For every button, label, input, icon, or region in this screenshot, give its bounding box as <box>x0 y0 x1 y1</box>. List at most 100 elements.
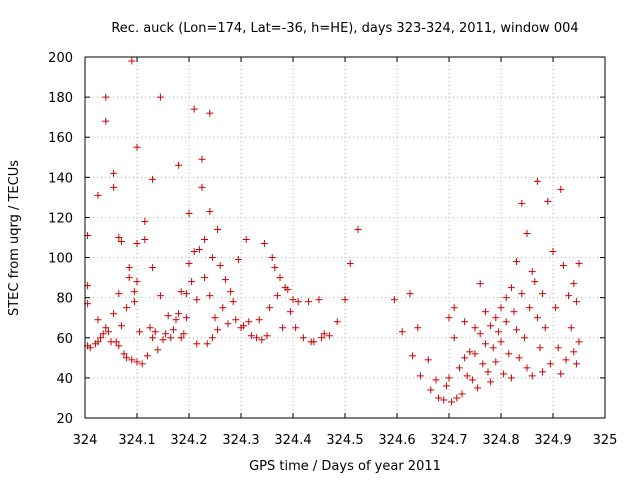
data-point <box>520 334 528 342</box>
data-point <box>159 336 167 344</box>
data-point <box>182 314 190 322</box>
data-point <box>450 304 458 312</box>
data-point <box>305 298 313 306</box>
data-point <box>175 161 183 169</box>
data-point <box>117 238 125 246</box>
data-point <box>500 370 508 378</box>
data-point <box>518 290 526 298</box>
data-point <box>536 344 544 352</box>
data-point <box>175 310 183 318</box>
data-point <box>333 318 341 326</box>
data-point <box>390 296 398 304</box>
data-point <box>242 236 250 244</box>
data-point <box>125 264 133 272</box>
data-point <box>172 316 180 324</box>
data-point <box>409 352 417 360</box>
data-point <box>112 338 120 346</box>
data-point <box>533 177 541 185</box>
data-point <box>544 197 552 205</box>
data-point <box>120 350 128 358</box>
grid-lines <box>85 57 605 418</box>
data-point <box>513 258 521 266</box>
data-point <box>523 364 531 372</box>
data-point <box>432 376 440 384</box>
data-point <box>398 328 406 336</box>
x-tick-label: 324.7 <box>430 433 467 448</box>
data-point <box>234 256 242 264</box>
data-point <box>474 384 482 392</box>
data-point <box>266 304 274 312</box>
data-point <box>539 290 547 298</box>
data-point <box>104 328 112 336</box>
y-tick-label: 180 <box>48 91 73 106</box>
data-point <box>528 372 536 380</box>
data-point <box>442 382 450 390</box>
data-point <box>123 354 131 362</box>
data-point <box>94 338 102 346</box>
data-point <box>318 334 326 342</box>
data-point <box>572 360 580 368</box>
data-point <box>115 342 123 350</box>
axis-ticks: 324 324.1 324.2 324.3 324.4 324.5 324.6 324.7 32… <box>48 51 617 448</box>
data-point <box>102 93 110 101</box>
data-point <box>554 344 562 352</box>
data-point <box>136 328 144 336</box>
data-point <box>143 352 151 360</box>
data-point <box>497 338 505 346</box>
data-point <box>245 318 253 326</box>
data-point <box>471 324 479 332</box>
data-point <box>505 350 513 358</box>
data-point <box>346 260 354 268</box>
x-tick-label: 324.5 <box>326 433 363 448</box>
data-point <box>198 183 206 191</box>
data-point <box>481 340 489 348</box>
x-tick-label: 325 <box>593 433 618 448</box>
data-point <box>149 334 157 342</box>
y-tick-label: 20 <box>56 412 73 427</box>
data-point <box>448 398 456 406</box>
y-tick-label: 120 <box>48 211 73 226</box>
data-point <box>310 338 318 346</box>
data-point <box>195 246 203 254</box>
data-point <box>110 183 118 191</box>
x-tick-label: 324.1 <box>118 433 155 448</box>
data-point <box>463 372 471 380</box>
data-point <box>208 334 216 342</box>
x-tick-label: 324.6 <box>378 433 415 448</box>
data-point <box>565 292 573 300</box>
data-point <box>572 298 580 306</box>
data-point <box>115 290 123 298</box>
x-tick-label: 324 <box>73 433 98 448</box>
data-point <box>575 338 583 346</box>
data-point <box>487 378 495 386</box>
data-point <box>279 324 287 332</box>
data-point <box>224 320 232 328</box>
data-point <box>414 324 422 332</box>
data-point <box>416 372 424 380</box>
y-tick-label: 160 <box>48 131 73 146</box>
y-tick-label: 140 <box>48 171 73 186</box>
data-point <box>479 360 487 368</box>
data-point <box>133 143 141 151</box>
data-point <box>162 330 170 338</box>
data-point <box>130 298 138 306</box>
data-point <box>489 344 497 352</box>
data-point <box>424 356 432 364</box>
data-point <box>130 288 138 296</box>
data-point <box>466 348 474 356</box>
data-point <box>99 330 107 338</box>
data-point <box>177 334 185 342</box>
data-point <box>268 254 276 262</box>
data-point <box>117 322 125 330</box>
data-point <box>198 155 206 163</box>
data-point <box>526 304 534 312</box>
data-point <box>164 312 172 320</box>
data-point <box>149 175 157 183</box>
data-point <box>292 324 300 332</box>
data-point <box>559 262 567 270</box>
data-point <box>476 280 484 288</box>
data-point <box>253 334 261 342</box>
data-point <box>247 332 255 340</box>
data-point <box>502 294 510 302</box>
y-tick-label: 40 <box>56 372 73 387</box>
